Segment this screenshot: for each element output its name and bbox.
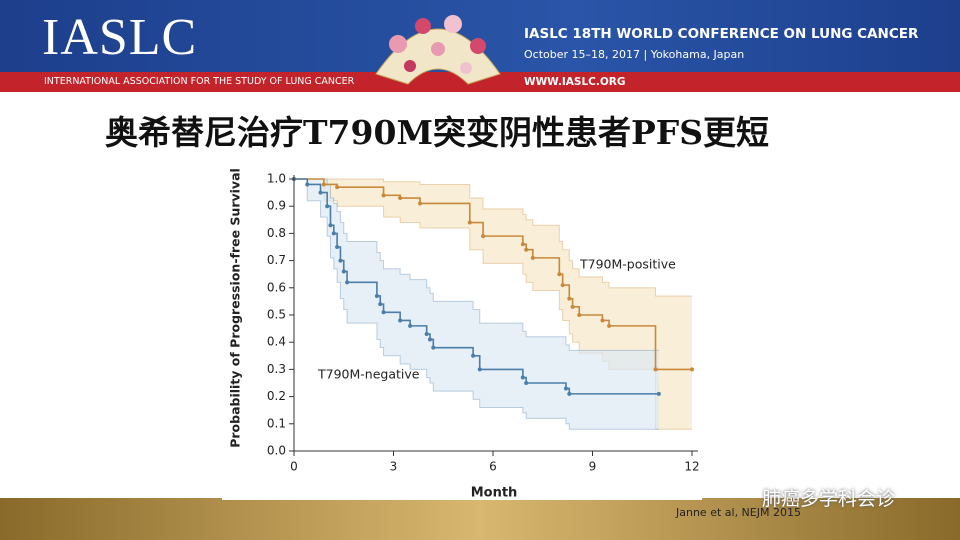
ci-band xyxy=(294,179,692,430)
censor-mark xyxy=(563,386,568,391)
y-tick-label: 0.6 xyxy=(267,280,286,294)
website: WWW.IASLC.ORG xyxy=(524,76,626,88)
censor-mark xyxy=(398,196,403,201)
x-tick-label: 9 xyxy=(589,460,597,474)
censor-mark xyxy=(398,318,403,323)
series-label: T790M-negative xyxy=(317,367,420,382)
censor-mark xyxy=(374,293,379,298)
censor-mark xyxy=(567,296,572,301)
censor-mark xyxy=(690,367,694,372)
y-tick-label: 0.0 xyxy=(267,444,286,458)
conference-dates: October 15–18, 2017 | Yokohama, Japan xyxy=(524,48,745,61)
x-axis-label: Month xyxy=(471,486,518,501)
censor-mark xyxy=(524,381,529,385)
censor-mark xyxy=(520,375,525,380)
footer-band xyxy=(0,498,960,540)
ci-lower xyxy=(294,178,659,430)
citation: Janne et al, NEJM 2015 xyxy=(676,506,801,519)
ci-upper xyxy=(294,178,692,297)
censor-mark xyxy=(305,182,310,187)
censor-mark xyxy=(520,242,525,247)
slide-title: 奥希替尼治疗T790M突变阴性患者PFS更短 xyxy=(105,113,770,152)
conference-name: IASLC 18TH WORLD CONFERENCE ON LUNG CANC… xyxy=(524,26,919,42)
censor-mark xyxy=(530,255,535,260)
censor-mark xyxy=(418,201,423,206)
censor-mark xyxy=(331,231,336,236)
ci-upper xyxy=(294,178,659,351)
censor-mark xyxy=(427,337,432,342)
ci-band xyxy=(294,179,659,430)
association-name: INTERNATIONAL ASSOCIATION FOR THE STUDY … xyxy=(44,76,355,87)
censor-mark xyxy=(338,258,343,263)
censor-mark xyxy=(656,391,661,396)
y-tick-label: 0.9 xyxy=(267,199,286,213)
series-label: T790M-positive xyxy=(579,257,676,272)
y-tick-label: 0.2 xyxy=(267,389,286,403)
censor-mark xyxy=(424,332,429,337)
watermark: 肺癌多学科会诊 xyxy=(762,488,896,510)
censor-mark xyxy=(471,353,476,358)
fan-graphic xyxy=(375,15,501,85)
censor-mark xyxy=(431,345,436,350)
censor-mark xyxy=(335,185,340,190)
y-tick-label: 0.8 xyxy=(267,226,286,240)
censor-mark xyxy=(467,220,472,225)
survival-line xyxy=(294,178,692,371)
chart: Probability of Progression-free Survival… xyxy=(222,165,702,500)
censor-mark xyxy=(477,367,482,372)
censor-mark xyxy=(381,193,386,198)
x-tick-label: 0 xyxy=(290,460,298,474)
censor-mark xyxy=(325,204,330,209)
survival-line xyxy=(294,178,659,395)
y-tick-label: 0.7 xyxy=(267,253,286,267)
x-tick-label: 12 xyxy=(684,460,699,474)
censor-mark xyxy=(345,280,350,285)
censor-mark xyxy=(321,182,326,187)
censor-mark xyxy=(570,304,575,309)
censor-mark xyxy=(653,367,658,372)
censor-mark xyxy=(335,245,340,249)
y-tick-label: 0.5 xyxy=(267,308,286,322)
censor-mark xyxy=(341,269,346,274)
censor-mark xyxy=(381,310,386,315)
y-tick-label: 0.4 xyxy=(267,335,286,349)
censor-mark xyxy=(318,190,323,195)
logo: IASLC xyxy=(42,9,198,66)
censor-mark xyxy=(481,234,486,239)
x-tick-label: 6 xyxy=(489,460,497,474)
censor-mark xyxy=(577,313,582,317)
censor-mark xyxy=(328,223,333,228)
censor-mark xyxy=(600,318,605,323)
censor-mark xyxy=(607,323,612,328)
y-tick-label: 0.3 xyxy=(267,362,286,376)
header-strip xyxy=(0,72,960,92)
x-tick-label: 3 xyxy=(390,460,398,474)
censor-mark xyxy=(408,323,413,328)
censor-mark xyxy=(378,302,383,307)
y-tick-label: 1.0 xyxy=(267,172,286,186)
censor-mark xyxy=(524,247,529,252)
censor-mark xyxy=(567,391,572,396)
y-axis-label: Probability of Progression-free Survival xyxy=(228,168,243,448)
y-tick-label: 0.1 xyxy=(267,416,286,430)
censor-mark xyxy=(557,272,562,277)
censor-mark xyxy=(560,283,565,288)
